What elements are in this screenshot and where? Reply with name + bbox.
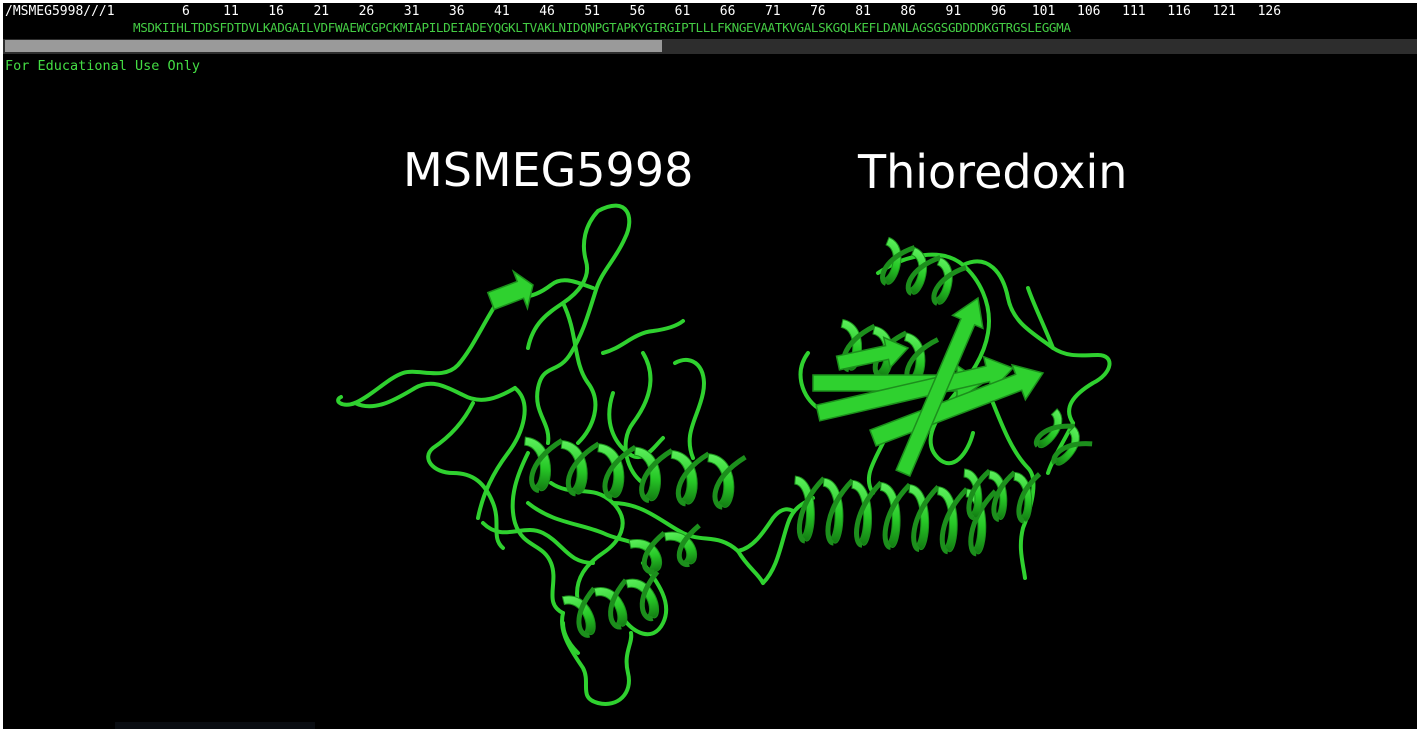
coil-loop (621, 561, 669, 637)
coil-loop (1026, 286, 1055, 350)
residue-number: 16 (268, 4, 284, 19)
beta-strand (868, 363, 1045, 447)
residue-number: 86 (900, 4, 917, 19)
alpha-helix (794, 475, 998, 557)
coil-loop (549, 481, 625, 605)
coil-loop (736, 507, 795, 553)
sequence-object-name[interactable]: /MSMEG5998///1 (5, 4, 115, 19)
residue-number: 56 (629, 4, 646, 19)
molecular-viewer[interactable]: /MSMEG5998///1 6 11 16 21 26 31 36 41 46 51 56 61 66… (3, 3, 1417, 729)
status-strip (115, 722, 315, 729)
residue-number: 66 (719, 4, 736, 19)
msmeg5998-label: MSMEG5998 (403, 143, 694, 197)
coil-loop (561, 301, 598, 445)
alpha-helix (524, 436, 747, 510)
residue-number: 116 (1167, 4, 1191, 19)
educational-watermark: For Educational Use Only (5, 58, 201, 74)
residue-sequence[interactable]: MSDKIIHLTDDSFDTDVLKADGAILVDFWAEWCGPCKMIA… (133, 20, 1071, 35)
coil-loop (336, 291, 505, 407)
alpha-helix (880, 236, 967, 306)
sequence-scrollbar-thumb[interactable] (5, 40, 662, 52)
coil-loop (798, 351, 820, 410)
residue-number: 126 (1257, 4, 1282, 19)
coil-loop (673, 357, 706, 460)
residue-number: 11 (223, 4, 239, 19)
alpha-helix (561, 570, 660, 638)
residue-number: 96 (990, 4, 1007, 19)
residue-number: 91 (945, 4, 962, 19)
residue-number: 31 (403, 4, 420, 19)
coil-loop (560, 611, 634, 706)
alpha-helix (1033, 408, 1093, 466)
residue-number: 121 (1212, 4, 1236, 19)
residue-number: 71 (764, 4, 781, 19)
coil-loop (611, 501, 740, 553)
residue-number: 61 (674, 4, 691, 19)
msmeg5998-cartoon (336, 203, 795, 706)
thioredoxin-cartoon (761, 236, 1112, 585)
sequence-scrollbar[interactable] (3, 39, 1417, 54)
coil-loop (623, 351, 653, 485)
sequence-viewer[interactable]: /MSMEG5998///1 6 11 16 21 26 31 36 41 46 51 56 61 66… (3, 3, 1417, 39)
residue-number: 81 (855, 4, 871, 19)
coil-loop (961, 259, 1112, 425)
coil-loop (736, 549, 765, 585)
alpha-helix (963, 468, 1042, 524)
coil-loop (510, 451, 565, 615)
coil-loop (601, 319, 685, 355)
thioredoxin-label: Thioredoxin (858, 145, 1128, 199)
coil-loop (866, 441, 885, 495)
beta-strand (835, 336, 910, 371)
residue-number: 51 (584, 4, 600, 19)
residue-number-ruler: 6 11 16 21 26 31 36 41 46 51 56 61 66 71 76 81 86 91 96 101… (3, 4, 1417, 20)
alpha-helix (628, 523, 701, 575)
protein-cartoon-scene[interactable] (3, 3, 1417, 729)
residue-number: 111 (1122, 4, 1146, 19)
residue-number: 36 (448, 4, 465, 19)
beta-strand (895, 296, 984, 477)
residue-number: 26 (358, 4, 375, 19)
residue-number: 21 (313, 4, 330, 19)
coil-loop (561, 621, 580, 655)
residue-number: 76 (810, 4, 826, 19)
coil-loop (476, 386, 527, 520)
residue-number: 46 (539, 4, 555, 19)
coil-loop (991, 401, 1036, 580)
coil-loop (426, 401, 505, 550)
beta-strand (486, 269, 534, 311)
residue-number: 101 (1031, 4, 1056, 19)
beta-strand (815, 355, 1015, 422)
coil-loop (353, 381, 517, 409)
coil-loop (481, 521, 595, 565)
coil-loop (535, 203, 632, 445)
residue-number: 41 (494, 4, 510, 19)
residue-number: 6 (182, 4, 190, 19)
residue-number: 106 (1077, 4, 1101, 19)
